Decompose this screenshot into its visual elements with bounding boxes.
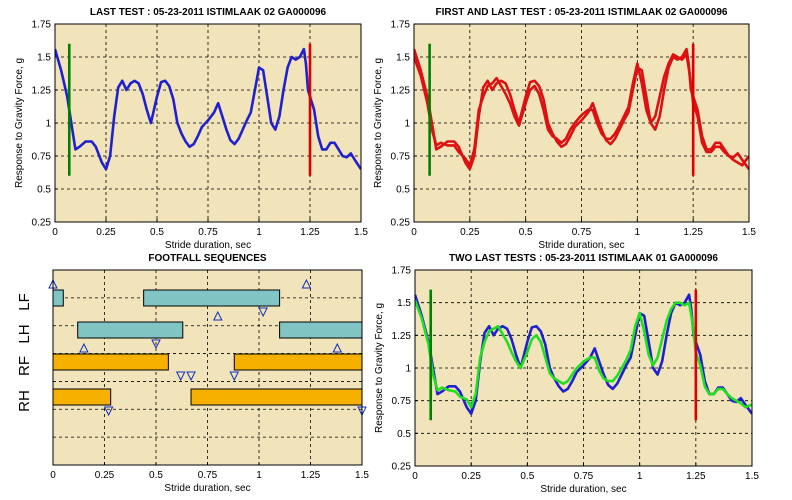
- x-tick-label: 0.25: [461, 471, 481, 482]
- x-tick-label: 0: [52, 227, 58, 238]
- x-tick-label: 1.5: [354, 227, 368, 238]
- chart-title: LAST TEST : 05-23-2011 ISTIMLAAK 02 GA00…: [90, 7, 327, 18]
- x-tick-label: 0.25: [95, 470, 115, 481]
- x-tick-label: 0.75: [198, 470, 218, 481]
- x-tick-label: 1: [256, 227, 262, 238]
- x-tick-label: 1: [637, 471, 643, 482]
- triangle-down-marker: [186, 371, 196, 382]
- x-tick-label: 0: [412, 471, 418, 482]
- y-tick-label: 1: [405, 364, 411, 375]
- triangle-up-marker: [332, 342, 343, 353]
- x-tick-label: 1.5: [745, 471, 759, 482]
- x-axis-label: Stride duration, sec: [165, 240, 251, 251]
- y-tick-label: 0.25: [392, 462, 412, 473]
- y-tick-label: 0.75: [391, 152, 411, 163]
- x-axis-label: Stride duration, sec: [538, 240, 624, 251]
- plot-border: [413, 23, 750, 223]
- stance-bar: [52, 289, 64, 307]
- x-tick-label: 1.25: [683, 227, 703, 238]
- plot-border: [54, 23, 362, 223]
- x-tick-label: 1.25: [300, 227, 320, 238]
- triangle-down-marker: [151, 339, 161, 350]
- x-tick-label: 1.25: [686, 471, 706, 482]
- x-tick-label: 0.5: [149, 470, 163, 481]
- y-tick-label: 0.5: [37, 185, 51, 196]
- y-tick-label: 0.75: [392, 396, 412, 407]
- stance-bar: [77, 321, 184, 339]
- y-tick-label: 1.75: [32, 20, 52, 31]
- stance-bar: [279, 321, 363, 339]
- stance-bar: [233, 353, 363, 371]
- x-tick-label: 1: [635, 227, 641, 238]
- stance-bar: [52, 353, 169, 371]
- triangle-down-marker: [229, 371, 240, 382]
- x-tick-label: 1: [256, 470, 262, 481]
- chart-title: FIRST AND LAST TEST : 05-23-2011 ISTIMLA…: [436, 7, 728, 18]
- y-tick-label: 1.5: [397, 298, 411, 309]
- y-tick-label: 0.75: [32, 152, 52, 163]
- x-tick-label: 0.25: [460, 227, 480, 238]
- stance-bar: [143, 289, 281, 307]
- plot-border: [414, 269, 753, 467]
- x-tick-label: 1.25: [301, 470, 321, 481]
- triangle-up-marker: [212, 310, 223, 321]
- chart-title: FOOTFALL SEQUENCES: [148, 253, 266, 264]
- y-tick-label: 1.75: [391, 20, 411, 31]
- triangle-up-marker: [79, 342, 89, 353]
- y-tick-label: 1.75: [392, 266, 412, 277]
- x-tick-label: 0.75: [574, 471, 594, 482]
- y-tick-label: 1.25: [392, 331, 412, 342]
- leg-label-rf: RF: [16, 356, 33, 376]
- x-axis-label: Stride duration, sec: [540, 484, 626, 495]
- y-tick-label: 1.5: [37, 53, 51, 64]
- x-tick-label: 0.25: [96, 227, 116, 238]
- triangle-down-marker: [103, 406, 114, 417]
- y-tick-label: 0.5: [397, 429, 411, 440]
- y-tick-label: 1: [404, 119, 410, 130]
- x-tick-label: 0: [411, 227, 417, 238]
- x-tick-label: 0.75: [198, 227, 218, 238]
- x-tick-label: 0.5: [520, 471, 534, 482]
- chart-title: TWO LAST TESTS : 05-23-2011 ISTIMLAAK 01…: [449, 253, 718, 264]
- plot-border: [52, 269, 363, 466]
- triangle-down-marker: [175, 371, 186, 382]
- leg-label-lh: LH: [16, 324, 33, 343]
- x-axis-label: Stride duration, sec: [164, 483, 250, 494]
- y-tick-label: 0.5: [396, 185, 410, 196]
- y-tick-label: 0.25: [32, 218, 52, 229]
- y-tick-label: 1.25: [391, 86, 411, 97]
- y-axis-label: Response to Gravity Force, g: [14, 58, 25, 188]
- y-tick-label: 1.25: [32, 86, 52, 97]
- x-tick-label: 1.5: [742, 227, 756, 238]
- x-tick-label: 0.75: [572, 227, 592, 238]
- leg-label-rh: RH: [16, 390, 33, 412]
- x-tick-label: 1.5: [355, 470, 369, 481]
- stance-bar: [52, 388, 112, 406]
- triangle-up-marker: [301, 278, 312, 289]
- stance-bar: [190, 388, 363, 406]
- y-tick-label: 0.25: [391, 218, 411, 229]
- y-tick-label: 1.5: [396, 53, 410, 64]
- y-axis-label: Response to Gravity Force, g: [374, 303, 385, 433]
- y-tick-label: 1: [45, 119, 51, 130]
- x-tick-label: 0.5: [150, 227, 164, 238]
- leg-label-lf: LF: [16, 293, 33, 311]
- x-tick-label: 0.5: [519, 227, 533, 238]
- x-tick-label: 0: [50, 470, 56, 481]
- y-axis-label: Response to Gravity Force, g: [373, 58, 384, 188]
- triangle-down-marker: [258, 307, 268, 318]
